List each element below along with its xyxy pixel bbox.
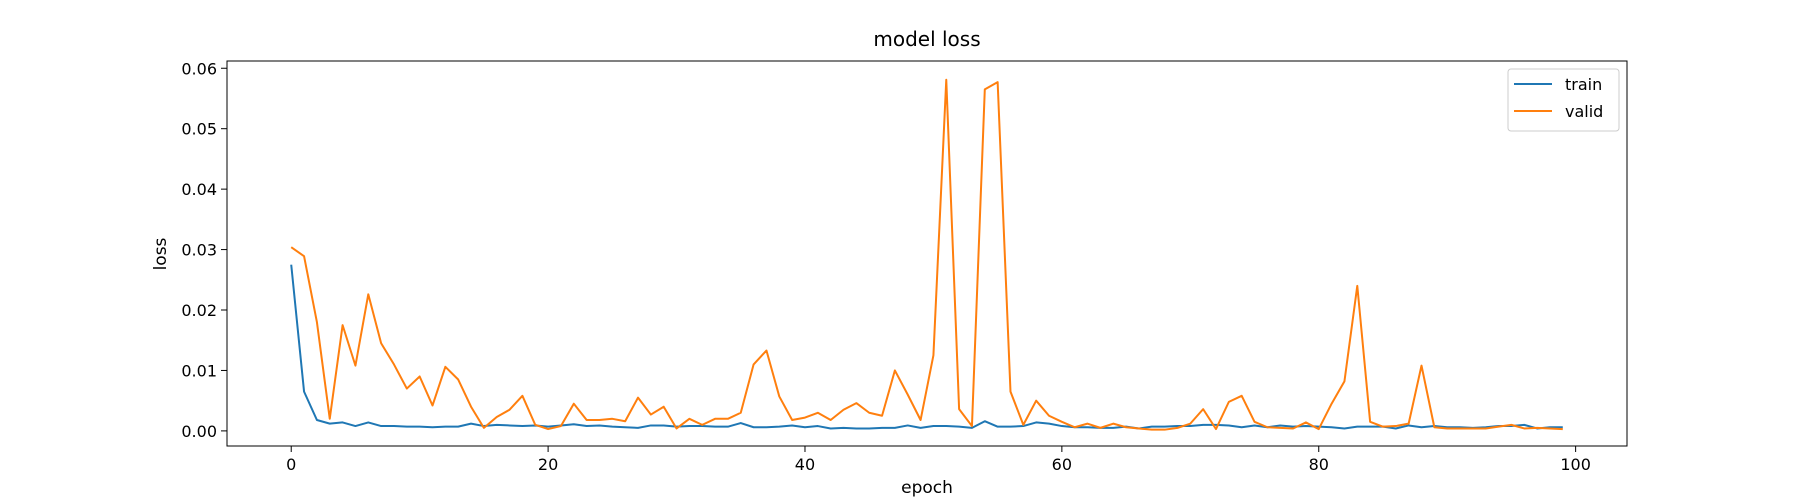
y-axis: 0.00 0.01 0.02 0.03 0.04 0.05 0.06 xyxy=(181,59,227,441)
y-tick-label: 0.02 xyxy=(181,301,217,320)
series-line-valid xyxy=(290,78,1563,431)
x-tick-label: 60 xyxy=(1052,455,1072,474)
x-tick-label: 40 xyxy=(795,455,815,474)
plot-frame xyxy=(226,60,1628,447)
legend-label-train: train xyxy=(1565,75,1602,94)
series-line-train xyxy=(290,264,1563,430)
legend-label-valid: valid xyxy=(1565,102,1603,121)
x-tick-label: 0 xyxy=(286,455,296,474)
y-tick-label: 0.03 xyxy=(181,241,217,260)
x-axis-label: epoch xyxy=(901,478,953,498)
y-tick-label: 0.05 xyxy=(181,120,217,139)
y-tick-label: 0.04 xyxy=(181,180,217,199)
y-tick-label: 0.06 xyxy=(181,59,217,78)
y-tick-label: 0.01 xyxy=(181,361,217,380)
legend-box xyxy=(1507,68,1620,132)
x-tick-label: 100 xyxy=(1560,455,1591,474)
legend: train valid xyxy=(1507,68,1620,132)
series-layer xyxy=(290,78,1563,431)
x-tick-label: 80 xyxy=(1309,455,1329,474)
x-tick-label: 20 xyxy=(538,455,558,474)
y-axis-label: loss xyxy=(151,237,171,270)
chart-title: model loss xyxy=(873,27,980,51)
x-axis: 0 20 40 60 80 100 xyxy=(286,446,1591,474)
y-tick-label: 0.00 xyxy=(181,422,217,441)
